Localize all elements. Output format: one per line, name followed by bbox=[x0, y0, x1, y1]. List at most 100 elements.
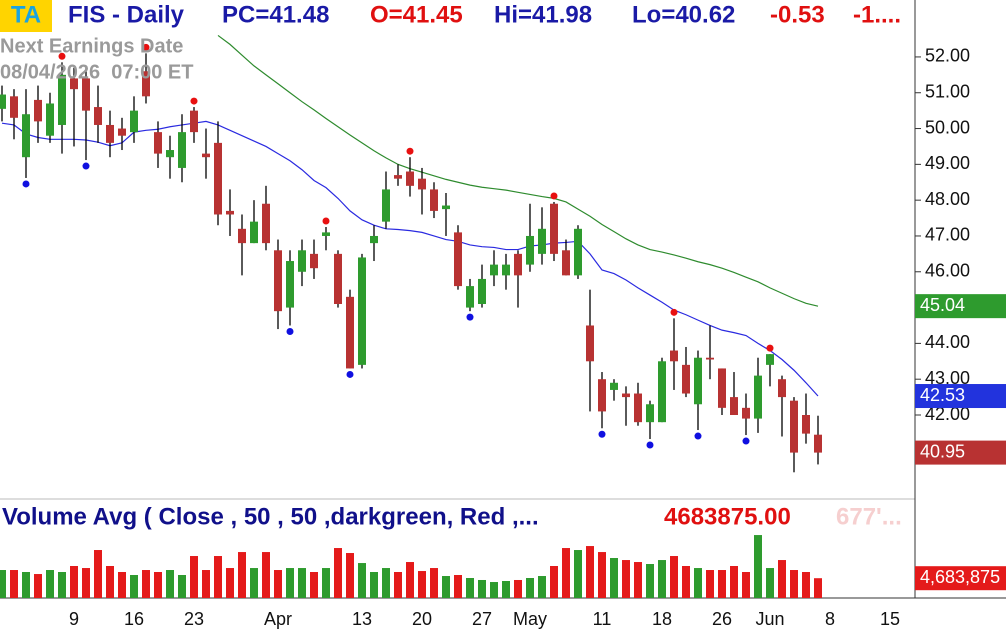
x-tick-label: 15 bbox=[880, 609, 900, 629]
volume-bar bbox=[778, 560, 786, 598]
volume-bar bbox=[550, 565, 558, 598]
swing-low-marker bbox=[22, 180, 30, 188]
volume-bar bbox=[34, 574, 42, 598]
volume-bar bbox=[634, 562, 642, 598]
plot-area bbox=[0, 34, 822, 598]
swing-high-marker bbox=[406, 147, 414, 155]
volume-title: Volume Avg ( Close , 50 , 50 ,darkgreen,… bbox=[2, 503, 539, 530]
volume-faded-value: 677'... bbox=[836, 503, 902, 530]
x-tick-label: 27 bbox=[472, 609, 492, 629]
ma-last-label-box bbox=[915, 294, 1006, 319]
volume-bar bbox=[454, 575, 462, 598]
candle-body bbox=[430, 189, 438, 211]
swing-high-marker bbox=[190, 97, 198, 105]
candle-body bbox=[634, 393, 642, 423]
candle-body bbox=[598, 379, 606, 412]
candle-body bbox=[106, 124, 114, 143]
x-tick-label: 11 bbox=[593, 609, 612, 629]
swing-high-marker bbox=[766, 344, 774, 352]
volume-bar bbox=[298, 568, 306, 598]
swing-low-marker bbox=[346, 370, 354, 378]
candle-body bbox=[58, 74, 66, 125]
candle-body bbox=[670, 350, 678, 362]
swing-low-marker bbox=[598, 430, 606, 438]
candle-body bbox=[22, 114, 30, 158]
volume-bar bbox=[166, 570, 174, 598]
header-field: PC=41.48 bbox=[222, 1, 329, 28]
volume-bar bbox=[58, 572, 66, 598]
ma-last-label: 42.53 bbox=[920, 385, 965, 405]
swing-high-marker bbox=[142, 43, 150, 51]
volume-bar bbox=[118, 572, 126, 598]
candle-body bbox=[202, 153, 210, 158]
candle-body bbox=[10, 96, 18, 118]
candle-body bbox=[466, 286, 474, 308]
candle-body bbox=[334, 253, 342, 305]
y-tick-label: 52.00 bbox=[925, 46, 970, 66]
badge[interactable]: TA bbox=[11, 1, 41, 28]
candle-body bbox=[370, 235, 378, 244]
volume-bar bbox=[598, 552, 606, 598]
volume-bar bbox=[526, 578, 534, 598]
badge-box[interactable] bbox=[0, 0, 52, 32]
y-tick-label: 42.00 bbox=[925, 404, 970, 424]
chart-title: FIS - Daily bbox=[68, 1, 185, 28]
volume-bar bbox=[790, 570, 798, 598]
volume-bar bbox=[514, 579, 522, 598]
candle-body bbox=[118, 128, 126, 136]
candle-body bbox=[298, 250, 306, 272]
volume-bar bbox=[670, 556, 678, 598]
y-tick-label: 43.00 bbox=[925, 368, 970, 388]
swing-low-marker bbox=[742, 437, 750, 445]
candle-body bbox=[538, 228, 546, 254]
header-field: -0.53 bbox=[770, 1, 825, 28]
candle-body bbox=[754, 375, 762, 419]
volume-bar bbox=[622, 560, 630, 598]
ma-last-label-box bbox=[915, 384, 1006, 409]
volume-bar bbox=[466, 578, 474, 598]
header-field: -1.... bbox=[853, 1, 901, 28]
swing-high-marker bbox=[322, 217, 330, 225]
candle-body bbox=[610, 382, 618, 390]
volume-bar bbox=[250, 568, 258, 598]
volume-last-label: 4,683,875 bbox=[920, 567, 1000, 587]
candle-body bbox=[226, 210, 234, 215]
candle-body bbox=[418, 178, 426, 190]
y-tick-label: 47.00 bbox=[925, 225, 970, 245]
volume-bar bbox=[718, 570, 726, 598]
candle-body bbox=[286, 261, 294, 308]
candle-body bbox=[166, 150, 174, 158]
volume-bar bbox=[334, 548, 342, 598]
y-tick-label: 51.00 bbox=[925, 81, 970, 101]
candle-body bbox=[346, 296, 354, 369]
candle-body bbox=[694, 357, 702, 405]
candle-body bbox=[802, 415, 810, 434]
volume-bar bbox=[106, 565, 114, 598]
candle-body bbox=[658, 361, 666, 423]
candle-body bbox=[382, 189, 390, 222]
volume-bar bbox=[238, 552, 246, 598]
candle-body bbox=[214, 142, 222, 215]
x-tick-label: 18 bbox=[652, 609, 672, 629]
candle-body bbox=[262, 203, 270, 244]
volume-bar bbox=[46, 570, 54, 598]
candle-body bbox=[454, 232, 462, 287]
volume-bar bbox=[178, 575, 186, 598]
candle-body bbox=[778, 379, 786, 398]
volume-bar bbox=[490, 582, 498, 598]
volume-bar bbox=[586, 546, 594, 598]
x-tick-label: 9 bbox=[69, 609, 79, 629]
volume-bar bbox=[226, 568, 234, 598]
x-tick-label: 13 bbox=[352, 609, 372, 629]
volume-bar bbox=[190, 556, 198, 598]
y-tick-label: 44.00 bbox=[925, 332, 970, 352]
candle-body bbox=[190, 110, 198, 133]
x-tick-label: May bbox=[513, 609, 547, 629]
volume-bar bbox=[646, 564, 654, 598]
volume-bar bbox=[562, 548, 570, 598]
swing-low-marker bbox=[646, 441, 654, 449]
volume-bar bbox=[70, 565, 78, 598]
volume-bar bbox=[706, 570, 714, 598]
candle-body bbox=[814, 434, 822, 453]
